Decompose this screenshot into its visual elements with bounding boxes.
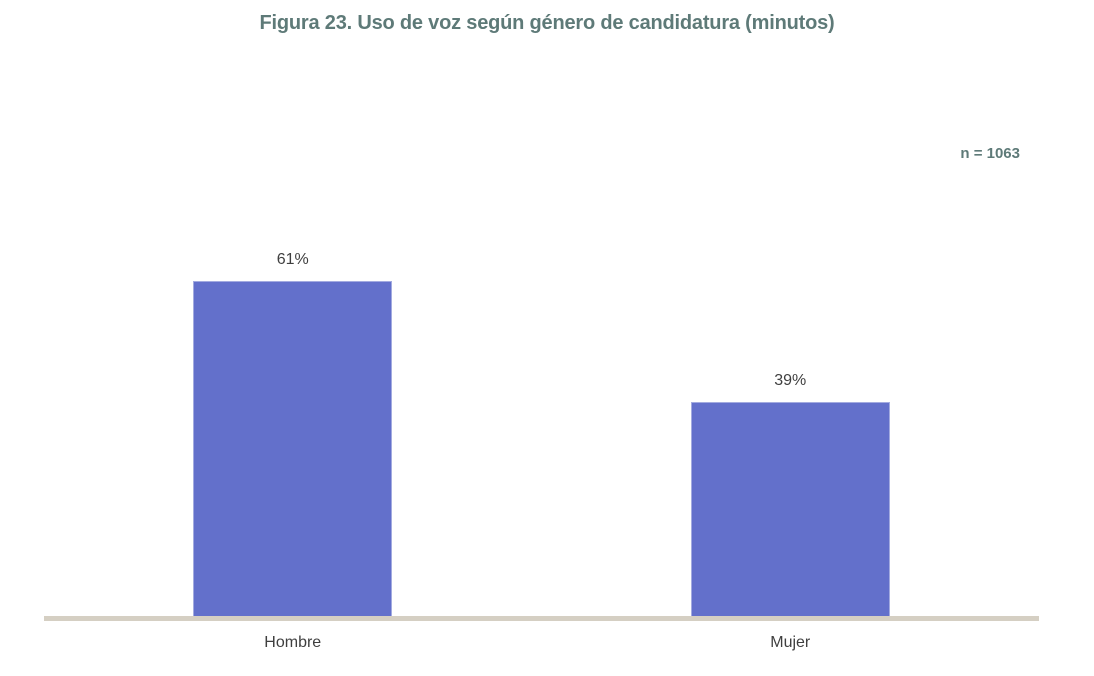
sample-size-annotation: n = 1063 [960,145,1020,162]
bar-mujer [690,402,890,617]
x-axis-label-hombre: Hombre [264,634,322,651]
x-axis-labels: Hombre Mujer [44,634,1039,652]
bar-value-label-hombre: 61% [276,251,309,268]
chart-title: Figura 23. Uso de voz según género de ca… [259,12,835,34]
bar-group-mujer: 39% [690,372,890,617]
bar-hombre [193,281,393,617]
plot-area: 61% 39% [44,66,1039,617]
x-axis-line [44,616,1039,621]
bar-value-label-mujer: 39% [774,372,807,389]
category-slot-hombre: 61% [44,66,542,617]
x-axis-label-mujer: Mujer [770,634,811,651]
bar-group-hombre: 61% [193,251,393,617]
category-slot-mujer: 39% [542,66,1040,617]
